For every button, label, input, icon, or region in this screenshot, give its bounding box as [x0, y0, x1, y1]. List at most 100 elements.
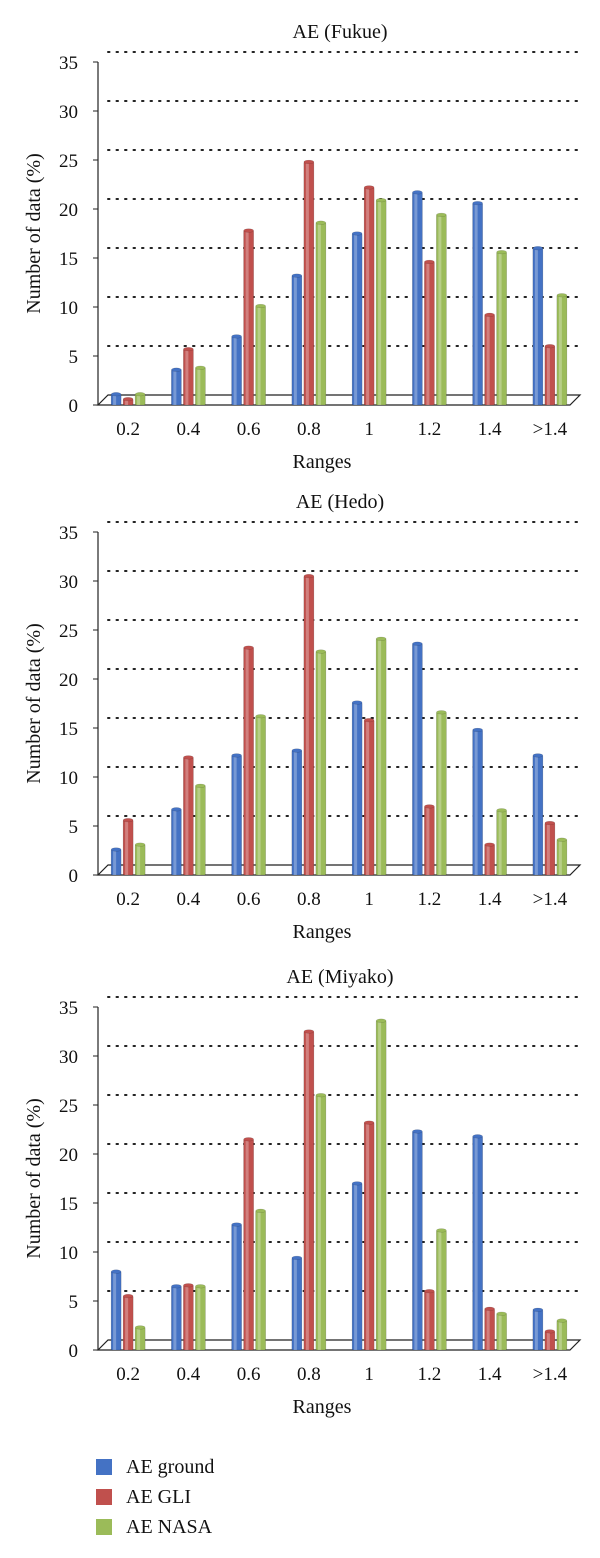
bar-cap	[363, 718, 375, 723]
bar-highlight	[474, 204, 478, 405]
bar-highlight	[233, 756, 237, 875]
x-axis-label: Ranges	[293, 451, 352, 473]
bar-cap	[484, 1306, 495, 1311]
bar-highlight	[498, 1314, 502, 1350]
bar-highlight	[125, 1297, 129, 1350]
bar-highlight	[197, 1287, 201, 1350]
bar-highlight	[173, 370, 177, 405]
bar-cap	[243, 228, 254, 233]
x-axis-label: Ranges	[293, 921, 352, 943]
bar-highlight	[197, 368, 201, 405]
bar-highlight	[486, 1309, 490, 1350]
bar-highlight	[125, 821, 129, 875]
bar-highlight	[486, 315, 490, 405]
bar-cap	[183, 755, 194, 760]
bar-highlight	[414, 193, 418, 405]
bar-cap	[134, 842, 146, 847]
bar-highlight	[558, 840, 562, 875]
bar-cap	[255, 1208, 266, 1213]
y-tick-label: 35	[59, 998, 78, 1019]
x-tick-label: 1.4	[478, 1364, 502, 1385]
bar-cap	[424, 804, 435, 809]
bar-highlight	[546, 824, 550, 875]
x-tick-label: 0.6	[237, 1364, 261, 1385]
bar-highlight	[245, 648, 249, 875]
bar-highlight	[474, 730, 478, 875]
chart-panel-3: AE (Miyako) 0 5 10 15 20 25 30 35 Number of data …	[23, 966, 582, 1418]
bar-highlight	[185, 350, 189, 405]
y-tick-label: 5	[69, 1292, 79, 1313]
bar-cap	[255, 714, 266, 719]
bar-highlight	[366, 188, 370, 405]
bar-highlight	[378, 1021, 382, 1350]
y-tick-label: 5	[69, 817, 79, 838]
bar-highlight	[426, 262, 430, 405]
x-tick-label: 0.2	[116, 1364, 140, 1385]
y-tick-label: 25	[59, 1096, 78, 1117]
bar-cap	[375, 198, 387, 203]
y-tick-label: 20	[59, 200, 78, 221]
x-tick-label: 0.6	[237, 889, 261, 910]
legend-item-gli: AE GLI	[96, 1482, 214, 1512]
bar-cap	[436, 710, 447, 715]
bar-highlight	[113, 1272, 117, 1350]
bar-cap	[195, 365, 206, 370]
x-tick-label: 1	[364, 419, 374, 440]
legend-swatch-nasa	[96, 1519, 112, 1535]
bar-highlight	[233, 1225, 237, 1350]
bar-cap	[291, 273, 303, 278]
x-tick-label: 0.2	[116, 419, 140, 440]
bar-highlight	[305, 162, 309, 405]
bar-cap	[122, 818, 134, 823]
bar-cap	[556, 293, 568, 298]
legend-label-nasa: AE NASA	[126, 1515, 213, 1538]
bar-highlight	[366, 1123, 370, 1350]
bar-highlight	[137, 845, 141, 875]
bar-highlight	[378, 201, 382, 405]
chart-panel-2: AE (Hedo) 0 5 10 15 20 25 30 35 Number of data (%…	[23, 491, 582, 943]
bar-highlight	[558, 1321, 562, 1350]
y-tick-label: 35	[59, 523, 78, 544]
bar-highlight	[185, 758, 189, 875]
bar-cap	[110, 847, 122, 852]
bar-cap	[412, 1129, 423, 1134]
bar-cap	[122, 397, 134, 402]
bar-highlight	[197, 786, 201, 875]
bar-cap	[110, 392, 122, 397]
bar-cap	[183, 347, 194, 352]
bar-cap	[532, 753, 544, 758]
bar-highlight	[438, 215, 442, 405]
y-tick-label: 15	[59, 249, 78, 270]
bar-cap	[496, 1311, 507, 1316]
y-tick-label: 0	[69, 866, 79, 887]
y-tick-label: 25	[59, 151, 78, 172]
bar-cap	[171, 1284, 182, 1289]
x-tick-label: 1	[364, 1364, 374, 1385]
bar-cap	[243, 1137, 254, 1142]
chart-title: AE (Fukue)	[293, 21, 388, 43]
y-tick-label: 25	[59, 621, 78, 642]
bar-cap	[472, 201, 483, 206]
y-tick-label: 30	[59, 1047, 78, 1068]
bar-cap	[375, 1018, 387, 1023]
bar-cap	[375, 636, 387, 641]
legend-swatch-ground	[96, 1459, 112, 1475]
bar-cap	[472, 1134, 483, 1139]
bar-cap	[195, 783, 206, 788]
y-tick-label: 5	[69, 347, 79, 368]
bar-cap	[544, 1329, 556, 1334]
x-tick-label: 0.6	[237, 419, 261, 440]
bar-highlight	[354, 234, 358, 405]
bar-cap	[303, 159, 315, 164]
bar-cap	[412, 641, 423, 646]
bar-highlight	[137, 395, 141, 405]
bar-cap	[532, 1307, 544, 1312]
bar-cap	[532, 246, 544, 251]
bar-cap	[183, 1283, 194, 1288]
bar-highlight	[534, 1310, 538, 1350]
bar-highlight	[438, 1231, 442, 1350]
bar-highlight	[137, 1328, 141, 1350]
bar-cap	[436, 212, 447, 217]
bar-highlight	[534, 249, 538, 405]
